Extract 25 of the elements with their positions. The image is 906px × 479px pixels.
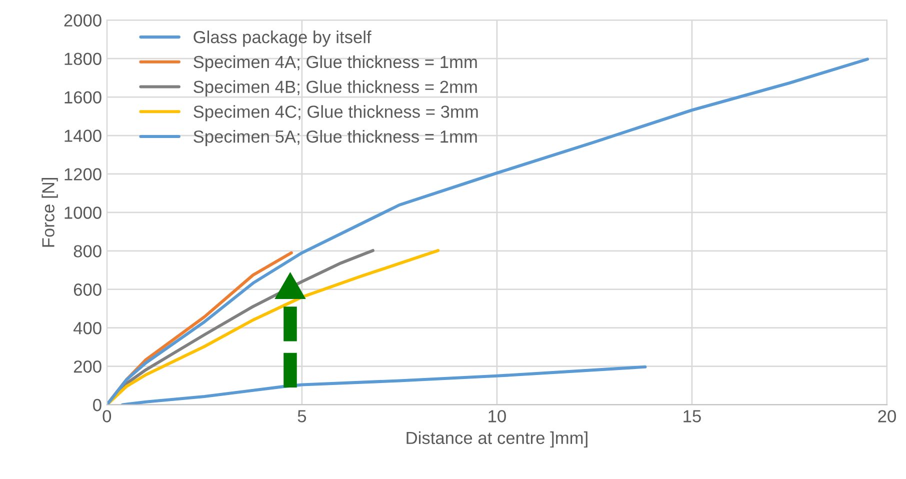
line-series	[120, 365, 647, 405]
y-tick-label: 0	[93, 398, 102, 412]
y-tick-label: 1800	[64, 52, 102, 66]
line-series	[106, 248, 440, 405]
legend-label: Specimen 4C; Glue thickness = 3mm	[194, 105, 478, 122]
legend-label: Glass package by itself	[194, 30, 372, 47]
y-tick-label: 400	[73, 322, 102, 334]
y-tick-label: 2000	[64, 14, 102, 27]
x-tick-label: 10	[488, 410, 506, 422]
y-tick-label: 800	[74, 245, 102, 258]
y-axis-title: Force [N]	[42, 178, 58, 247]
y-tick-label: 1400	[64, 130, 102, 142]
x-tick-label: 0	[102, 410, 112, 422]
y-tick-label: 200	[74, 360, 102, 373]
y-tick-label: 1000	[64, 206, 102, 219]
y-tick-label: 1600	[64, 91, 102, 104]
legend-label: Specimen 4A; Glue thickness = 1mm	[194, 55, 477, 72]
legend-label: Specimen 5A; Glue thickness = 1mm	[194, 130, 477, 146]
x-tick-label: 20	[878, 410, 896, 422]
y-tick-label: 1200	[64, 168, 102, 180]
x-axis-title: Distance at centre ]mm]	[406, 431, 588, 448]
y-tick-label: 600	[74, 284, 102, 296]
legend-label: Specimen 4B; Glue thickness = 2mm	[194, 80, 477, 96]
x-tick-label: 15	[684, 410, 701, 422]
x-tick-label: 5	[298, 410, 306, 422]
